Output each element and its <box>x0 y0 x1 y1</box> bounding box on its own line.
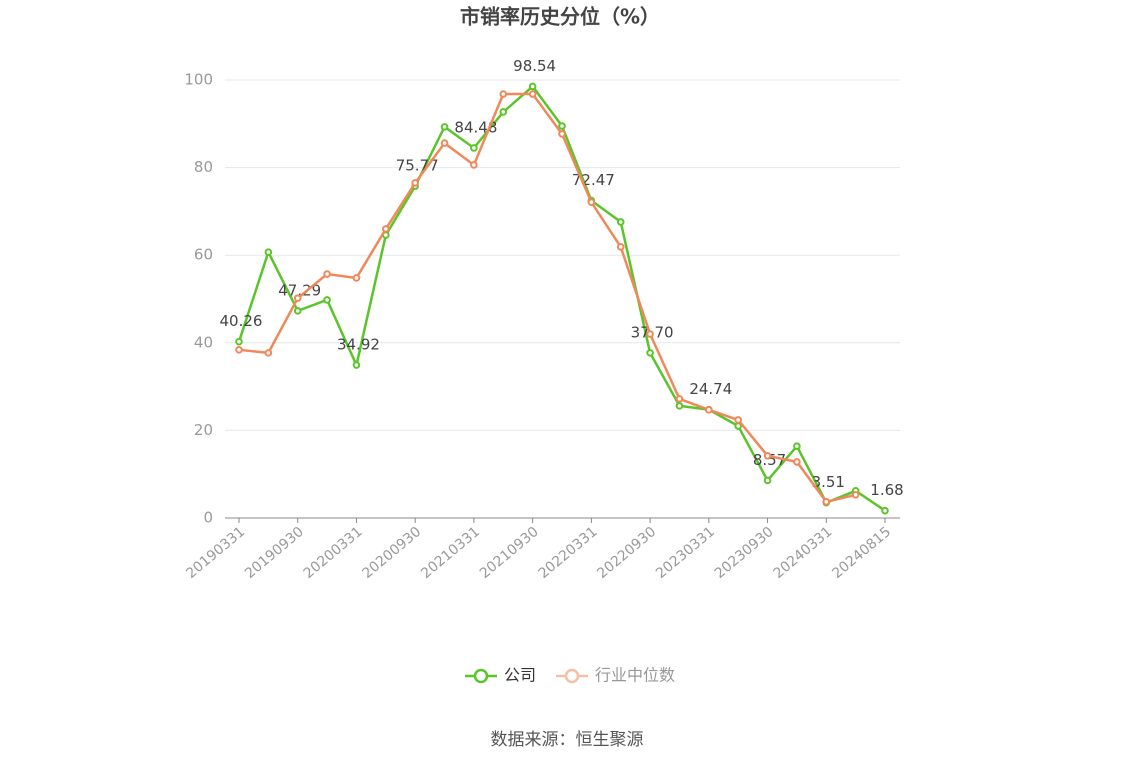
source: 数据来源：恒生聚源 <box>491 730 644 750</box>
x-tick-label: 20220930 <box>594 524 659 582</box>
x-tick-label: 20200331 <box>301 524 366 582</box>
data-point <box>822 497 831 506</box>
x-tick-label: 20230331 <box>653 524 718 582</box>
x-tick-label: 20210331 <box>418 524 483 582</box>
x-tick-label: 20190930 <box>242 524 307 582</box>
legend-marker <box>564 668 580 684</box>
data-point <box>763 476 772 485</box>
data-point <box>382 225 390 233</box>
data-label: 98.54 <box>513 57 556 75</box>
y-tick-label: 60 <box>194 246 213 264</box>
data-point <box>734 416 742 424</box>
series-line <box>237 84 886 512</box>
x-tick-label: 20240331 <box>771 524 836 582</box>
legend-label: 公司 <box>504 666 536 685</box>
chart-title: 市销率历史分位（%） <box>460 5 660 29</box>
data-label: 75.77 <box>396 157 439 175</box>
data-label: 1.68 <box>870 481 903 499</box>
data-point <box>793 442 801 450</box>
data-point <box>793 458 801 466</box>
data-point <box>470 161 478 169</box>
data-point <box>264 248 273 256</box>
data-point <box>763 452 772 460</box>
y-tick-label: 100 <box>184 71 213 89</box>
data-point <box>470 144 478 152</box>
data-label: 8.57 <box>753 451 786 469</box>
data-point <box>440 123 449 131</box>
data-point <box>558 130 566 138</box>
data-point <box>558 122 566 130</box>
data-point <box>675 395 684 403</box>
data-label: 3.51 <box>812 473 845 491</box>
data-point <box>293 294 302 302</box>
data-label: 24.74 <box>689 380 732 398</box>
data-point <box>646 349 654 357</box>
x-tick-label: 20190331 <box>183 524 248 582</box>
data-point <box>411 179 419 187</box>
y-tick-label: 40 <box>194 333 213 351</box>
data-point <box>352 274 361 282</box>
data-point <box>235 337 243 346</box>
data-point <box>499 90 508 98</box>
data-label: 40.26 <box>220 312 263 330</box>
data-point <box>705 406 713 414</box>
data-point <box>323 296 331 304</box>
data-point <box>235 346 243 354</box>
legend-marker <box>473 668 489 684</box>
data-label: 34.92 <box>337 336 380 354</box>
data-point <box>499 108 508 116</box>
legend-label: 行业中位数 <box>595 666 675 685</box>
y-tick-label: 20 <box>194 421 213 439</box>
x-tick-label: 20220331 <box>536 524 601 582</box>
data-point <box>616 243 625 251</box>
data-point <box>323 270 331 278</box>
data-point <box>675 402 684 410</box>
data-point <box>293 307 302 315</box>
x-tick-label: 20200930 <box>359 524 424 582</box>
data-point <box>528 82 537 91</box>
data-point <box>616 218 625 226</box>
data-point <box>528 90 537 98</box>
x-tick-label: 20210930 <box>477 524 542 582</box>
x-tick-label: 20240815 <box>829 524 894 582</box>
y-tick-label: 0 <box>203 509 213 527</box>
series-line <box>238 92 856 504</box>
data-label: 47.29 <box>278 281 321 299</box>
y-tick-label: 80 <box>194 158 213 176</box>
data-point <box>264 349 273 357</box>
data-point <box>881 506 889 515</box>
data-point <box>440 139 449 147</box>
data-point <box>646 330 654 338</box>
x-tick-label: 20230930 <box>712 524 777 582</box>
data-point <box>851 490 860 499</box>
data-point <box>352 361 361 369</box>
data-point <box>587 198 596 207</box>
